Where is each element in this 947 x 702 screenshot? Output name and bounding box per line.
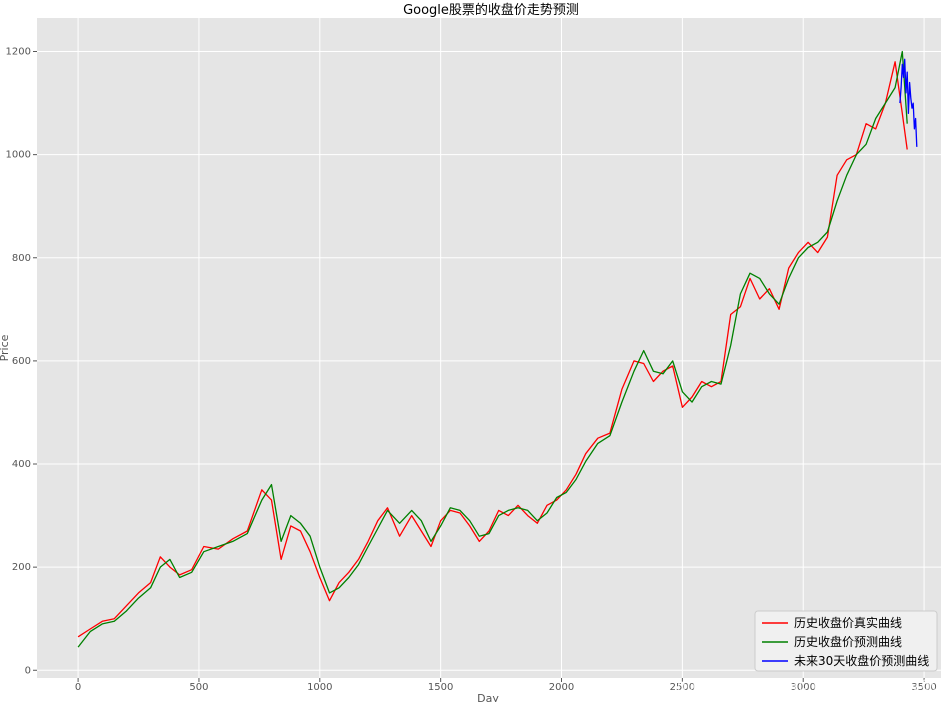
y-tick-label-3: 600	[12, 356, 31, 367]
chart-title: Google股票的收盘价走势预测	[403, 2, 579, 18]
x-tick-label-0: 0	[75, 682, 81, 693]
y-tick-label-5: 1000	[6, 150, 31, 161]
legend-label-1: 历史收盘价真实曲线	[794, 615, 902, 630]
x-axis-label: Day	[477, 692, 499, 702]
legend-label-3: 未来30天收盘价预测曲线	[794, 653, 929, 668]
y-tick-label-6: 1200	[6, 47, 31, 58]
series-line-1	[77, 61, 908, 638]
x-tick-label-1: 500	[189, 682, 208, 693]
x-tick-label-4: 2000	[549, 682, 574, 693]
y-tick-label-1: 200	[12, 562, 31, 573]
watermark: https://blog.csdn.net/qq_40943760	[677, 676, 940, 695]
x-tick-label-6: 3000	[790, 682, 815, 693]
x-tick-label-7: 3500	[911, 682, 936, 693]
x-axis-ticks: 0 500 1000 1500 2000 2500 3000 3500	[75, 678, 937, 693]
legend-box	[754, 610, 938, 672]
y-axis-ticks: 0 200 400 600 800 1000 1200	[6, 47, 37, 676]
y-tick-label-4: 800	[12, 253, 31, 264]
x-tick-label-3: 1500	[428, 682, 453, 693]
x-tick-label-2: 1000	[307, 682, 332, 693]
x-tick-label-5: 2500	[670, 682, 695, 693]
series-layer	[77, 50, 918, 648]
series-line-2	[77, 50, 908, 648]
gridlines	[37, 18, 941, 678]
y-tick-label-2: 400	[12, 459, 31, 470]
legend-label-2: 历史收盘价预测曲线	[794, 634, 902, 649]
y-axis-label: Price	[0, 334, 11, 361]
y-tick-label-0: 0	[25, 665, 31, 676]
series-line-3	[899, 58, 918, 147]
plot-background	[37, 18, 941, 678]
